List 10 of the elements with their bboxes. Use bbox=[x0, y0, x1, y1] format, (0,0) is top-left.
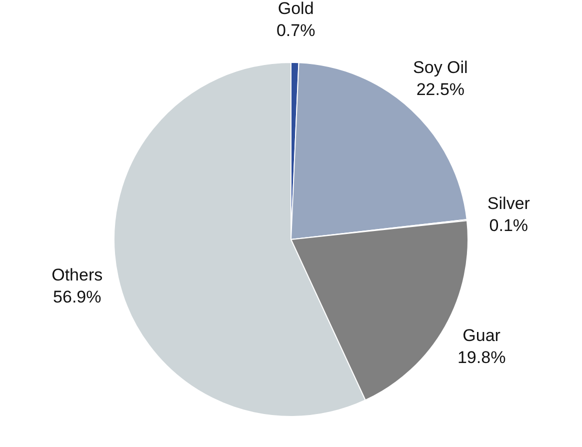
slice-label: Soy Oil bbox=[413, 58, 468, 78]
slice-label: Silver bbox=[487, 194, 530, 214]
data-label: 0.1% bbox=[489, 216, 528, 236]
data-label: 19.8% bbox=[457, 348, 506, 368]
slice-label: Others bbox=[52, 265, 103, 284]
data-label: 22.5% bbox=[416, 80, 465, 100]
data-label: 0.7% bbox=[276, 21, 316, 40]
slice-label: Guar bbox=[462, 326, 501, 346]
data-label: 56.9% bbox=[53, 287, 102, 306]
slice-label: Gold bbox=[278, 0, 314, 18]
